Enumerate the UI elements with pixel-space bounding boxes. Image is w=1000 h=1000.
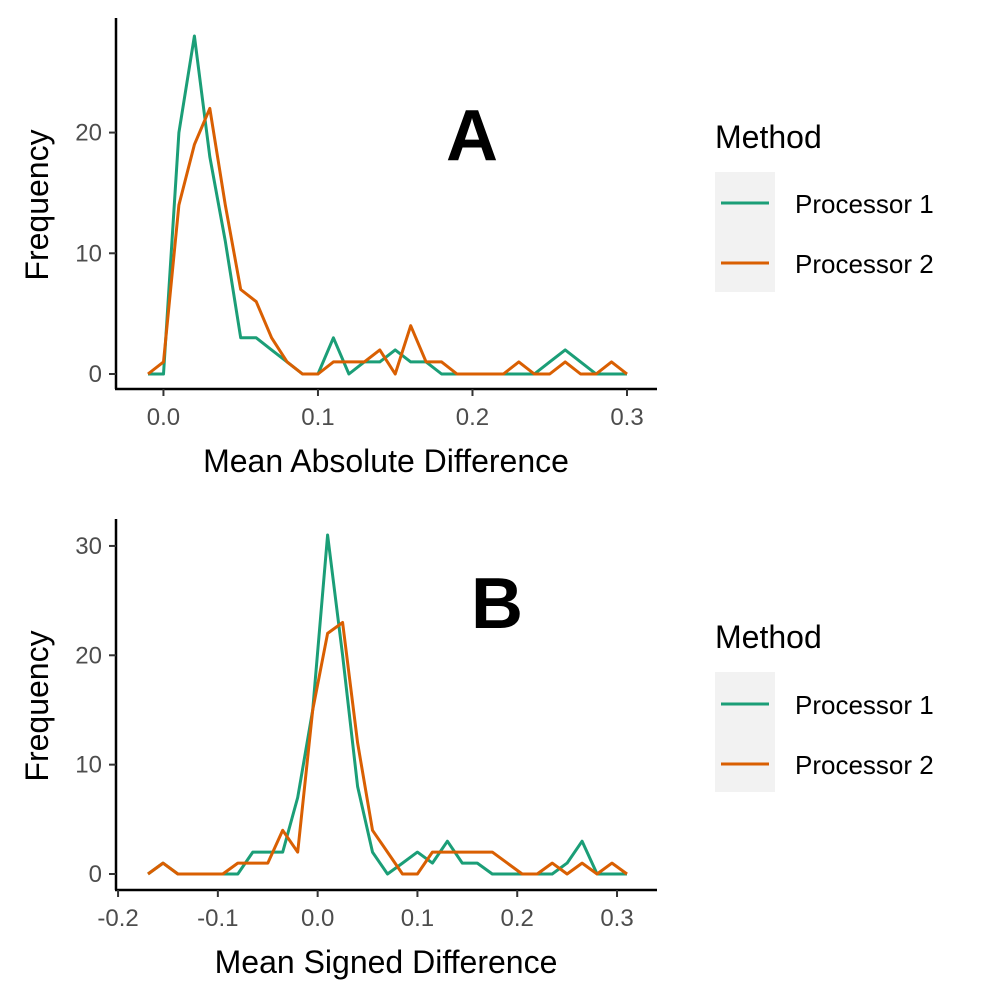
panel-a-y-tick-label: 0 (89, 361, 102, 388)
panel-b-x-tick-label: 0.1 (401, 905, 434, 932)
panel-a-series-lines (147, 34, 628, 376)
panel-b: B Frequency Mean Signed Difference -0.2-… (19, 519, 934, 980)
panel-b-series-lines (147, 533, 628, 876)
panel-b-y-tick-label: 30 (75, 533, 102, 560)
panel-b-y-axis-title: Frequency (19, 630, 55, 781)
panel-a: A Frequency Mean Absolute Difference 0.0… (19, 18, 934, 479)
panel-b-x-tick-label: 0.3 (600, 905, 633, 932)
panel-a-legend-title: Method (715, 119, 822, 155)
panel-a-x-tick-label: 0.0 (147, 404, 180, 431)
panel-a-x-axis-title: Mean Absolute Difference (203, 443, 569, 479)
panel-b-label: B (471, 564, 523, 644)
panel-b-legend-title: Method (715, 619, 822, 655)
panel-a-y-tick-label: 10 (75, 240, 102, 267)
panel-b-ticks: -0.2 -0.1 0.0 0.1 0.2 0.3 0 10 20 30 (75, 533, 633, 932)
panel-a-x-tick-label: 0.2 (456, 404, 489, 431)
panel-a-y-axis-title: Frequency (19, 129, 55, 280)
panel-a-series-processor-1-line (148, 34, 627, 376)
panel-b-series-processor-1-line (147, 533, 627, 876)
panel-b-y-tick-label: 20 (75, 642, 102, 669)
panel-a-label: A (446, 96, 498, 176)
panel-b-x-tick-label: -0.2 (97, 905, 138, 932)
panel-a-x-tick-label: 0.1 (301, 404, 334, 431)
panel-b-x-axis-title: Mean Signed Difference (215, 944, 558, 980)
panel-a-legend-label-processor-1: Processor 1 (795, 189, 934, 219)
panel-a-y-tick-label: 20 (75, 120, 102, 147)
panel-b-legend-label-processor-2: Processor 2 (795, 750, 934, 780)
panel-a-legend-key-background (715, 172, 775, 292)
panel-b-x-tick-label: 0.0 (301, 905, 334, 932)
panel-b-x-tick-label: 0.2 (501, 905, 534, 932)
panel-a-legend: Method Processor 1 Processor 2 (715, 119, 934, 292)
panel-b-y-tick-label: 0 (89, 861, 102, 888)
panel-b-legend-label-processor-1: Processor 1 (795, 690, 934, 720)
panel-b-legend-key-background (715, 672, 775, 792)
panel-b-series-processor-2-line (147, 621, 628, 876)
panel-a-legend-label-processor-2: Processor 2 (795, 249, 934, 279)
panel-b-y-tick-label: 10 (75, 752, 102, 779)
panel-a-ticks: 0.0 0.1 0.2 0.3 0 10 20 (75, 120, 643, 431)
panel-b-legend: Method Processor 1 Processor 2 (715, 619, 934, 792)
panel-b-x-tick-label: -0.1 (197, 905, 238, 932)
panel-a-x-tick-label: 0.3 (610, 404, 643, 431)
panel-a-series-processor-2-line (147, 106, 628, 376)
